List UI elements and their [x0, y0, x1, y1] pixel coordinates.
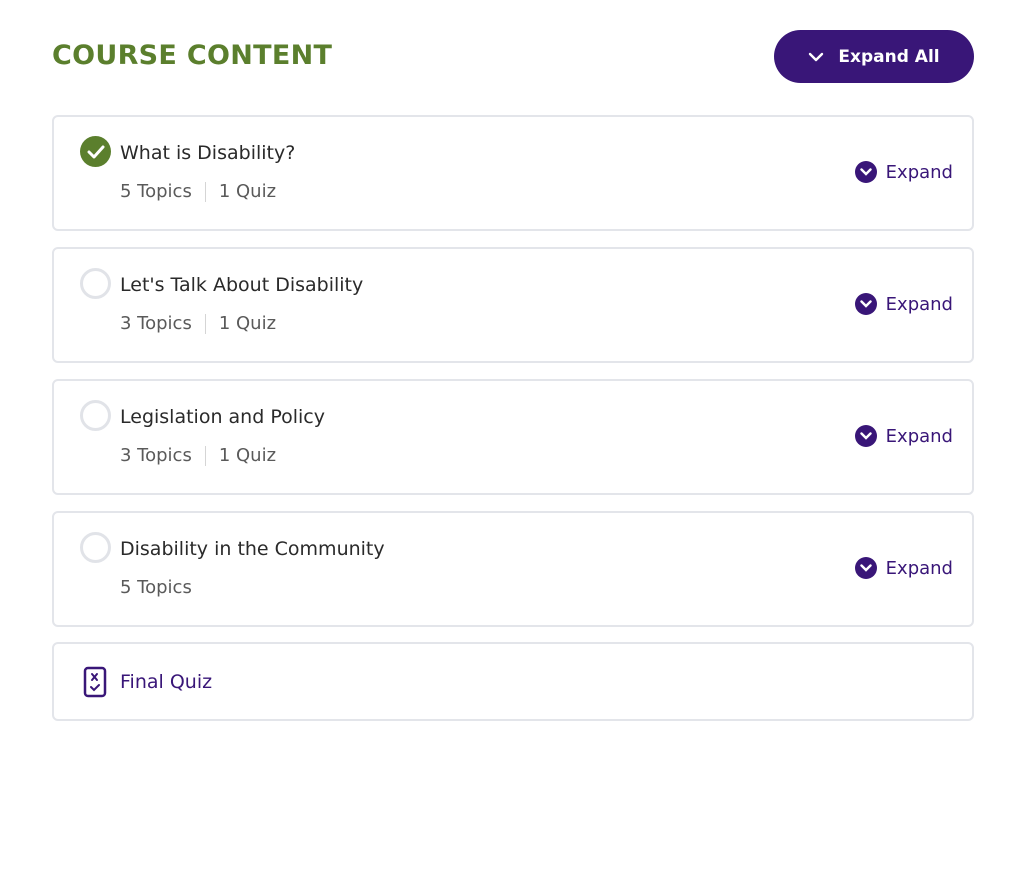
- lesson-card[interactable]: What is Disability? 5 Topics 1 Quiz Expan…: [52, 115, 974, 231]
- expand-button[interactable]: Expand: [854, 425, 953, 447]
- chevron-down-circle-icon: [854, 293, 877, 315]
- lesson-meta: 5 Topics: [120, 577, 192, 598]
- final-quiz-link[interactable]: Final Quiz: [120, 671, 213, 693]
- incomplete-circle-icon: [80, 532, 111, 563]
- final-quiz-card[interactable]: Final Quiz: [52, 642, 974, 721]
- topics-count: 3 Topics: [120, 445, 192, 466]
- divider: [204, 181, 206, 202]
- lesson-card[interactable]: Disability in the Community 5 Topics Exp…: [52, 511, 974, 627]
- lesson-title[interactable]: Disability in the Community: [120, 538, 385, 560]
- expand-label: Expand: [885, 557, 953, 579]
- expand-button[interactable]: Expand: [854, 293, 953, 315]
- lesson-title[interactable]: Let's Talk About Disability: [120, 274, 364, 296]
- expand-button[interactable]: Expand: [854, 557, 953, 579]
- quiz-count: 1 Quiz: [218, 181, 277, 202]
- lesson-card[interactable]: Legislation and Policy 3 Topics 1 Quiz Ex…: [52, 379, 974, 495]
- lesson-meta: 5 Topics 1 Quiz: [120, 181, 276, 202]
- chevron-down-circle-icon: [854, 425, 877, 447]
- lesson-card[interactable]: Let's Talk About Disability 3 Topics 1 Qu…: [52, 247, 974, 363]
- divider: [204, 445, 206, 466]
- chevron-down-icon: [809, 52, 824, 61]
- lesson-title[interactable]: What is Disability?: [120, 142, 296, 164]
- lesson-title[interactable]: Legislation and Policy: [120, 406, 325, 428]
- topics-count: 5 Topics: [120, 181, 192, 202]
- expand-label: Expand: [885, 425, 953, 447]
- page-title: COURSE CONTENT: [52, 40, 333, 71]
- expand-label: Expand: [885, 161, 953, 183]
- expand-all-button[interactable]: Expand All: [774, 30, 974, 83]
- lesson-meta: 3 Topics 1 Quiz: [120, 445, 276, 466]
- expand-label: Expand: [885, 293, 953, 315]
- expand-button[interactable]: Expand: [854, 161, 953, 183]
- divider: [204, 313, 206, 334]
- topics-count: 5 Topics: [120, 577, 192, 598]
- expand-all-label: Expand All: [838, 46, 940, 67]
- incomplete-circle-icon: [80, 268, 111, 299]
- quiz-icon: [83, 666, 107, 698]
- chevron-down-circle-icon: [854, 161, 877, 183]
- chevron-down-circle-icon: [854, 557, 877, 579]
- lesson-meta: 3 Topics 1 Quiz: [120, 313, 276, 334]
- quiz-count: 1 Quiz: [218, 313, 277, 334]
- quiz-count: 1 Quiz: [218, 445, 277, 466]
- incomplete-circle-icon: [80, 400, 111, 431]
- completed-check-icon: [80, 136, 111, 167]
- topics-count: 3 Topics: [120, 313, 192, 334]
